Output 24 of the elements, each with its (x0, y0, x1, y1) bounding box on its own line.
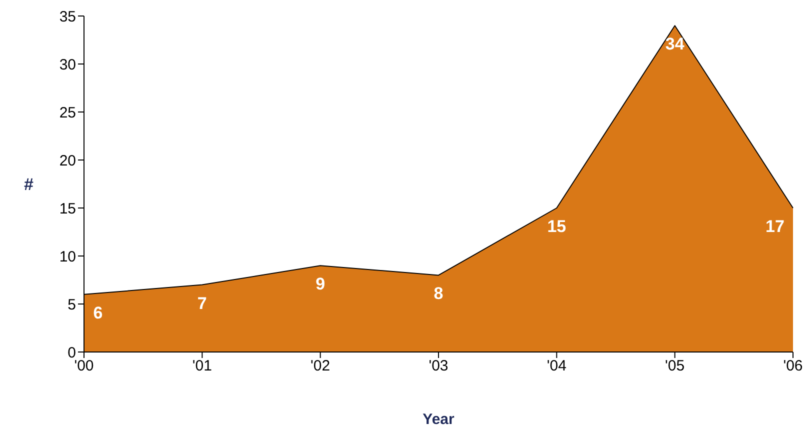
x-axis-title: Year (422, 411, 455, 428)
x-tick-label: '05 (665, 358, 685, 375)
y-tick-label: 10 (59, 248, 76, 266)
x-tick-label: '06 (783, 358, 803, 375)
y-tick-label: 0 (68, 344, 76, 362)
data-label: 7 (197, 294, 207, 313)
y-tick-label: 30 (59, 56, 76, 74)
x-tick-label: '03 (428, 358, 448, 375)
y-tick-label: 5 (68, 296, 76, 314)
y-axis-title: # (24, 175, 34, 194)
data-label: 15 (547, 217, 566, 236)
data-label: 6 (93, 303, 103, 322)
y-tick-label: 20 (59, 152, 76, 170)
y-tick-label: 15 (59, 200, 76, 218)
x-tick-label: '04 (546, 358, 566, 375)
x-tick-label: '01 (192, 358, 212, 375)
x-tick-label: '02 (310, 358, 330, 375)
annotation: 17 (766, 217, 784, 236)
data-label: 34 (665, 34, 685, 54)
x-tick-label: '00 (74, 358, 94, 375)
data-label: 9 (316, 274, 326, 294)
y-tick-label: 25 (59, 104, 76, 122)
y-tick-label: 35 (59, 8, 76, 26)
data-label: 8 (434, 284, 444, 304)
